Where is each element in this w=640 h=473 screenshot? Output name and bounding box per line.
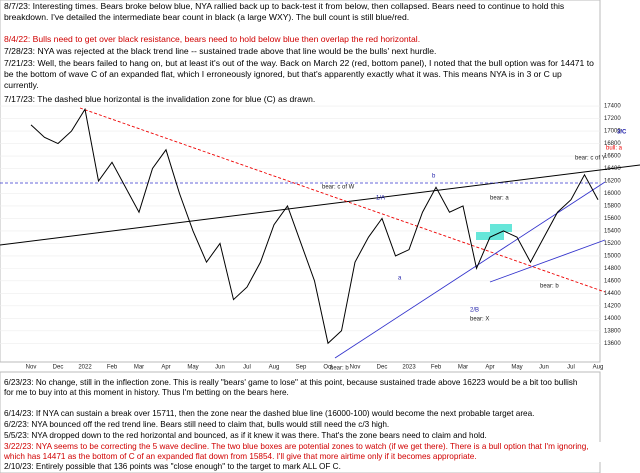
x-tick-label: Sep xyxy=(296,365,307,371)
price-line xyxy=(30,107,599,345)
y-tick-label: 15000 xyxy=(604,253,621,259)
x-tick-label: Jul xyxy=(567,365,575,371)
note: 6/23/23: No change, still in the inflect… xyxy=(2,378,591,398)
x-tick-label: Jul xyxy=(243,365,251,371)
y-tick-label: 15800 xyxy=(604,204,621,210)
wave-label: bear: c of Y xyxy=(575,156,606,162)
y-tick-label: 14000 xyxy=(604,316,621,322)
x-tick-label: Dec xyxy=(53,365,64,371)
note: 6/14/23: If NYA can sustain a break over… xyxy=(2,409,537,419)
y-tick-label: 14400 xyxy=(604,291,621,297)
x-tick-label: Feb xyxy=(431,365,442,371)
wave-label: bear: a xyxy=(490,196,509,202)
wave-label: bear: b xyxy=(540,284,559,290)
x-tick-label: Jun xyxy=(539,365,549,371)
note: 7/28/23: NYA was rejected at the black t… xyxy=(2,46,439,57)
wave-label: bull: a xyxy=(606,146,623,152)
x-tick-label: Apr xyxy=(161,365,170,371)
y-tick-label: 15200 xyxy=(604,241,621,247)
blue-trend-line xyxy=(334,181,606,359)
y-tick-label: 17400 xyxy=(604,104,621,110)
wave-label: 1/A xyxy=(376,196,385,202)
x-tick-label: May xyxy=(187,365,198,371)
x-tick-label: Mar xyxy=(134,365,144,371)
x-tick-label: Jun xyxy=(215,365,225,371)
blue-lower-line xyxy=(489,239,606,283)
x-tick-label: Apr xyxy=(485,365,494,371)
black-trend-line xyxy=(0,164,640,246)
y-tick-label: 16600 xyxy=(604,154,621,160)
x-tick-label: 2022 xyxy=(78,365,92,371)
x-tick-label: Feb xyxy=(107,365,118,371)
wave-label: 3/C xyxy=(617,130,627,136)
x-tick-label: Oct xyxy=(323,365,333,371)
y-tick-label: 16400 xyxy=(604,166,621,172)
y-tick-label: 15400 xyxy=(604,229,621,235)
x-tick-label: 2023 xyxy=(402,365,416,371)
note: 3/22/23: NYA seems to be correcting the … xyxy=(2,442,606,462)
y-tick-label: 13800 xyxy=(604,328,621,334)
target-box xyxy=(490,224,512,232)
wave-label: bear: c of W xyxy=(322,185,355,191)
target-box xyxy=(476,232,504,240)
wave-label: a xyxy=(398,276,402,282)
note: 5/5/23: NYA dropped down to the red hori… xyxy=(2,431,489,441)
wave-label: 2/B xyxy=(470,308,479,314)
note: 8/7/23: Interesting times. Bears broke b… xyxy=(2,1,586,23)
note: 7/21/23: Well, the bears failed to hang … xyxy=(2,58,596,91)
x-tick-label: Aug xyxy=(269,365,280,371)
x-tick-label: May xyxy=(511,365,522,371)
y-tick-label: 16200 xyxy=(604,179,621,185)
y-tick-label: 14600 xyxy=(604,278,621,284)
note: 6/2/23: NYA bounced off the red trend li… xyxy=(2,420,392,430)
red-trend-line xyxy=(79,107,606,293)
wave-label: b xyxy=(432,174,436,180)
x-tick-label: Nov xyxy=(26,365,37,371)
y-tick-label: 16800 xyxy=(604,141,621,147)
y-tick-label: 17000 xyxy=(604,129,621,135)
y-tick-label: 17200 xyxy=(604,116,621,122)
note: 2/10/23: Entirely possible that 136 poin… xyxy=(2,462,343,472)
x-tick-label: Aug xyxy=(593,365,604,371)
note: 7/17/23: The dashed blue horizontal is t… xyxy=(2,94,318,105)
y-tick-label: 14200 xyxy=(604,303,621,309)
x-tick-label: Nov xyxy=(350,365,361,371)
wave-label: bear: X xyxy=(470,317,489,323)
note: 8/4/22: Bulls need to get over black res… xyxy=(2,34,423,45)
x-tick-label: Mar xyxy=(458,365,468,371)
y-tick-label: 16000 xyxy=(604,191,621,197)
x-tick-label: Dec xyxy=(377,365,388,371)
y-tick-label: 13600 xyxy=(604,341,621,347)
y-tick-label: 14800 xyxy=(604,266,621,272)
wave-label: bear: b xyxy=(330,366,349,372)
y-tick-label: 15600 xyxy=(604,216,621,222)
